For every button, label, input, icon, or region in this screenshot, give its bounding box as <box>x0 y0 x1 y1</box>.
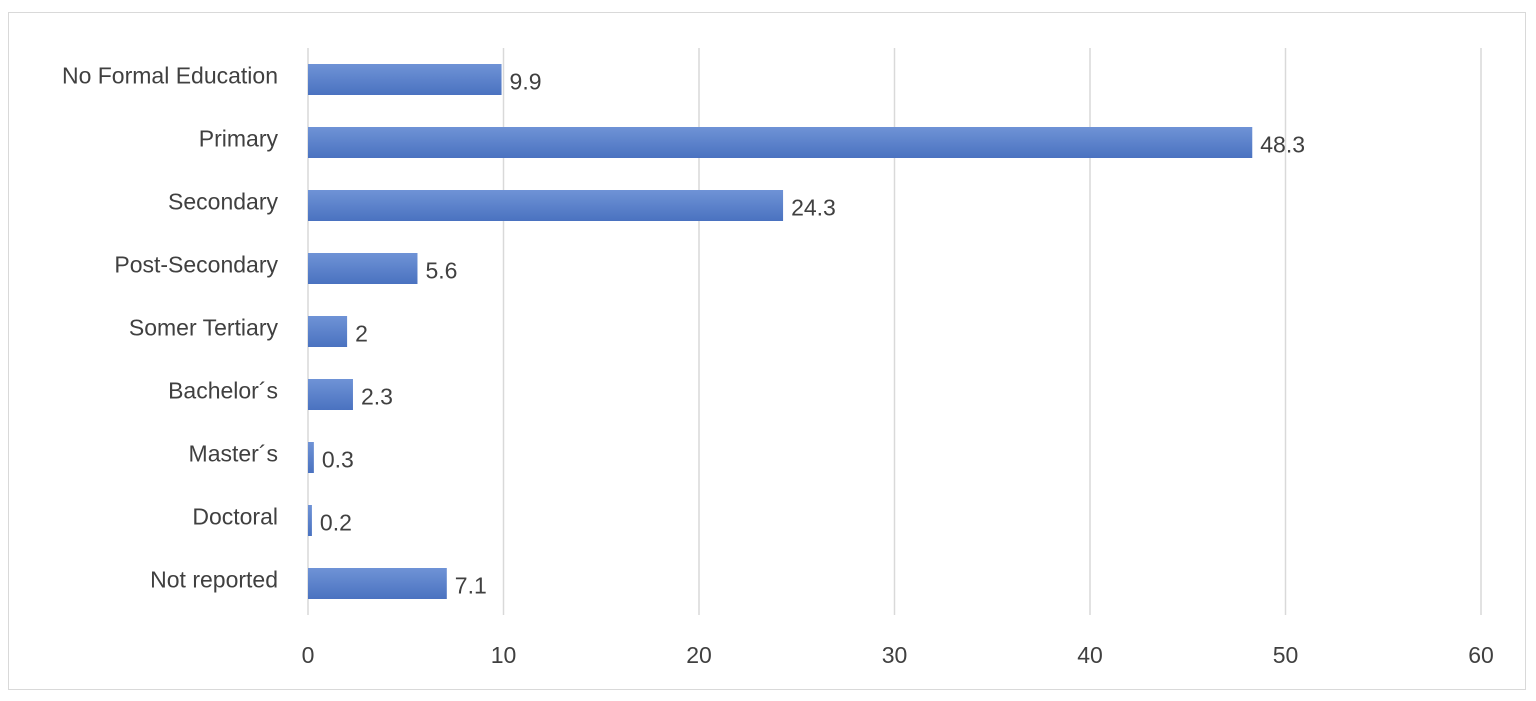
bar-1 <box>308 127 1253 158</box>
category-label: No Formal Education <box>62 63 278 89</box>
x-tick-label: 0 <box>302 642 315 668</box>
bar-5 <box>308 379 353 410</box>
data-label: 0.2 <box>320 510 352 536</box>
x-tick-label: 50 <box>1273 642 1299 668</box>
data-label: 5.6 <box>425 258 457 284</box>
bar-6 <box>308 442 314 473</box>
x-tick-label: 60 <box>1468 642 1494 668</box>
data-label: 48.3 <box>1260 132 1305 158</box>
chart-frame <box>8 12 1526 690</box>
data-label: 7.1 <box>455 573 487 599</box>
bar-8 <box>308 568 447 599</box>
data-label: 2 <box>355 321 368 347</box>
x-tick-label: 30 <box>882 642 908 668</box>
x-tick-label: 10 <box>491 642 517 668</box>
data-label: 2.3 <box>361 384 393 410</box>
label-layer: 0 10 20 30 40 50 60 No Formal Education 9.9 Prima… <box>62 63 1494 669</box>
x-tick-label: 20 <box>686 642 712 668</box>
category-label: Secondary <box>168 189 278 215</box>
category-label: Doctoral <box>192 504 278 530</box>
bar-4 <box>308 316 348 347</box>
bar-7 <box>308 505 312 536</box>
data-label: 24.3 <box>791 195 836 221</box>
bar-layer <box>308 64 1253 599</box>
category-label: Primary <box>199 126 279 152</box>
bar-2 <box>308 190 784 221</box>
category-label: Master´s <box>189 441 278 467</box>
x-tick-label: 40 <box>1077 642 1103 668</box>
data-label: 0.3 <box>322 447 354 473</box>
category-label: Bachelor´s <box>168 378 278 404</box>
bar-3 <box>308 253 418 284</box>
data-label: 9.9 <box>510 69 542 95</box>
category-label: Post-Secondary <box>114 252 278 278</box>
bar-0 <box>308 64 502 95</box>
category-label: Not reported <box>150 567 278 593</box>
category-label: Somer Tertiary <box>129 315 279 341</box>
